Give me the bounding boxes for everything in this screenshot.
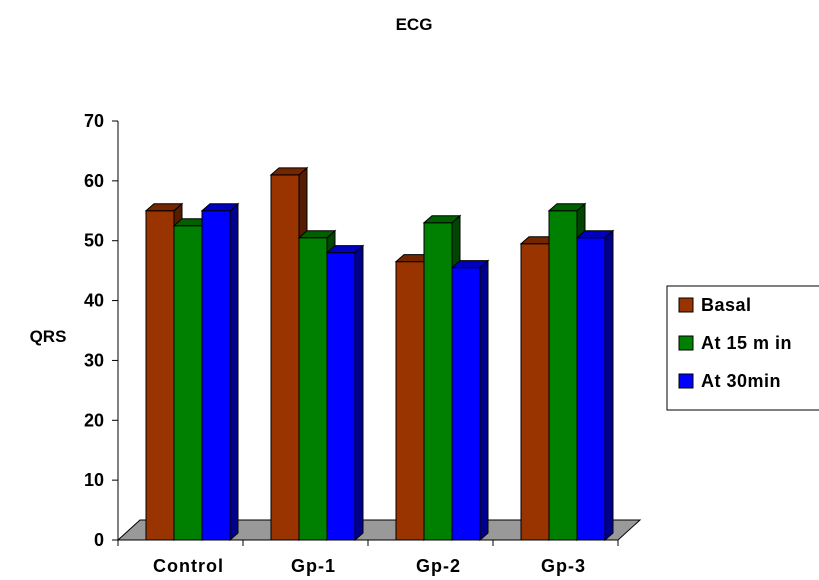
bar-front <box>298 237 328 541</box>
legend: Basal At 15 m in At 30min <box>666 285 819 411</box>
bar <box>325 244 365 542</box>
y-tick-label: 50 <box>84 231 104 251</box>
legend-swatch <box>678 373 694 389</box>
x-tick-label: Control <box>153 556 224 576</box>
y-tick-label: 40 <box>84 291 104 311</box>
y-tick-label: 0 <box>94 530 104 550</box>
bar-side <box>354 244 364 542</box>
y-tick-label: 60 <box>84 171 104 191</box>
x-tick-label: Gp-1 <box>291 556 336 576</box>
bar-top <box>422 215 462 224</box>
bar-top <box>297 230 337 239</box>
bar-top <box>450 260 490 269</box>
bar-front <box>270 174 300 541</box>
legend-label: At 15 m in <box>701 333 792 353</box>
bar-front <box>576 237 606 541</box>
bar <box>575 229 615 542</box>
legend-label: At 30min <box>701 371 781 391</box>
bar-front <box>520 243 550 541</box>
bar-top <box>144 203 184 212</box>
bar-front <box>201 210 231 541</box>
legend-item: Basal <box>678 295 752 315</box>
plot-area: 0 10 20 30 40 50 60 70 Control Gp-1 Gp-2 Gp-3 <box>84 111 642 576</box>
bar-top <box>325 245 365 254</box>
y-tick-label: 30 <box>84 350 104 370</box>
bar-front <box>173 225 203 541</box>
bar-front <box>548 210 578 541</box>
y-tick-label: 20 <box>84 410 104 430</box>
legend-item: At 15 m in <box>678 333 792 353</box>
bar-side <box>479 259 489 542</box>
chart-title: ECG <box>396 15 433 34</box>
bar <box>200 202 240 542</box>
legend-label: Basal <box>701 295 752 315</box>
y-tick-label: 70 <box>84 111 104 131</box>
bar-top <box>269 167 309 176</box>
bar-top <box>575 230 615 239</box>
y-axis-label: QRS <box>30 327 67 346</box>
legend-item: At 30min <box>678 371 781 391</box>
bar-top <box>200 203 240 212</box>
bar-front <box>145 210 175 541</box>
bar-side <box>229 202 239 542</box>
bar-front <box>451 267 481 541</box>
y-tick-label: 10 <box>84 470 104 490</box>
bar-side <box>604 229 614 542</box>
bar-front <box>395 261 425 541</box>
bar-front <box>326 252 356 541</box>
bar <box>450 259 490 542</box>
bar-front <box>423 222 453 541</box>
legend-swatch <box>678 297 694 313</box>
x-tick-label: Gp-2 <box>416 556 461 576</box>
x-tick-label: Gp-3 <box>541 556 586 576</box>
legend-swatch <box>678 335 694 351</box>
bar-top <box>547 203 587 212</box>
